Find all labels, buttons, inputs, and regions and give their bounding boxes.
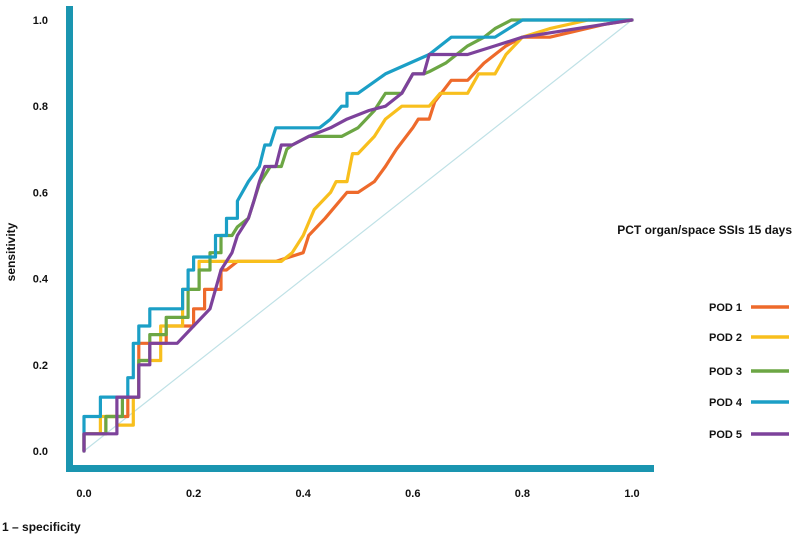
series-layer [82,18,634,453]
x-tick-label: 0.8 [515,488,530,500]
y-tick-label: 0.8 [33,101,48,113]
series-line-pod-4 [82,18,634,453]
y-tick-label: 0.6 [33,187,48,199]
legend-label: POD 2 [709,332,742,344]
x-tick-label: 0.6 [405,488,420,500]
x-axis-title: 1 – specificity [2,520,81,534]
y-tick-label: 0.2 [33,360,48,372]
x-axis-line [66,465,654,472]
y-tick-label: 0.0 [33,446,48,458]
reference-line-layer [83,19,633,452]
y-axis-title: sensitivity [4,222,18,281]
y-tick-label: 1.0 [33,15,48,27]
x-tick-label: 0.0 [76,488,91,500]
y-tick-label: 0.4 [33,274,49,286]
legend: POD 1 POD 2 POD 3 POD 4 POD 5 [709,302,789,441]
x-tick-label: 1.0 [624,488,639,500]
series-line-pod-2 [82,18,634,453]
legend-label: POD 3 [709,366,742,378]
y-axis-line [66,6,73,472]
tick-label-layer: 0.0 0.2 0.4 0.6 0.8 1.0 0.0 0.2 0.4 0.6 0.8 1.0 [33,15,640,500]
x-tick-label: 0.2 [186,488,201,500]
legend-title: PCT organ/space SSIs 15 days [617,223,792,237]
axis-layer [66,6,654,472]
x-tick-label: 0.4 [296,488,312,500]
legend-label: POD 1 [709,302,742,314]
series-line-pod-5 [82,18,634,453]
legend-label: POD 5 [709,429,742,441]
legend-label: POD 4 [709,397,743,409]
reference-diagonal-line [83,19,633,452]
